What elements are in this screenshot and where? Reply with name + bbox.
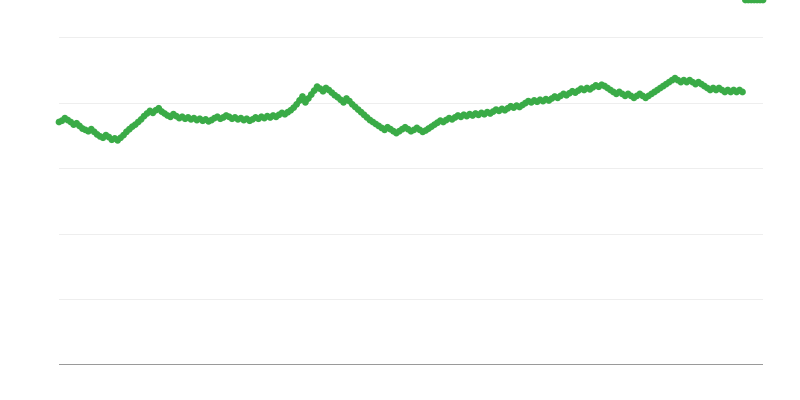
- data-point: [759, 0, 767, 4]
- gridlines: [59, 37, 763, 300]
- data-point: [299, 93, 306, 100]
- series-group: [55, 0, 767, 144]
- series-1: [55, 0, 767, 144]
- data-point: [739, 88, 746, 96]
